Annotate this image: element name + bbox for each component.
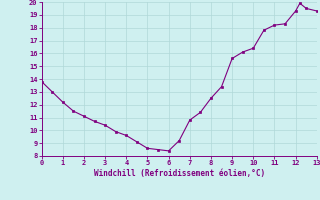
X-axis label: Windchill (Refroidissement éolien,°C): Windchill (Refroidissement éolien,°C) [94, 169, 265, 178]
